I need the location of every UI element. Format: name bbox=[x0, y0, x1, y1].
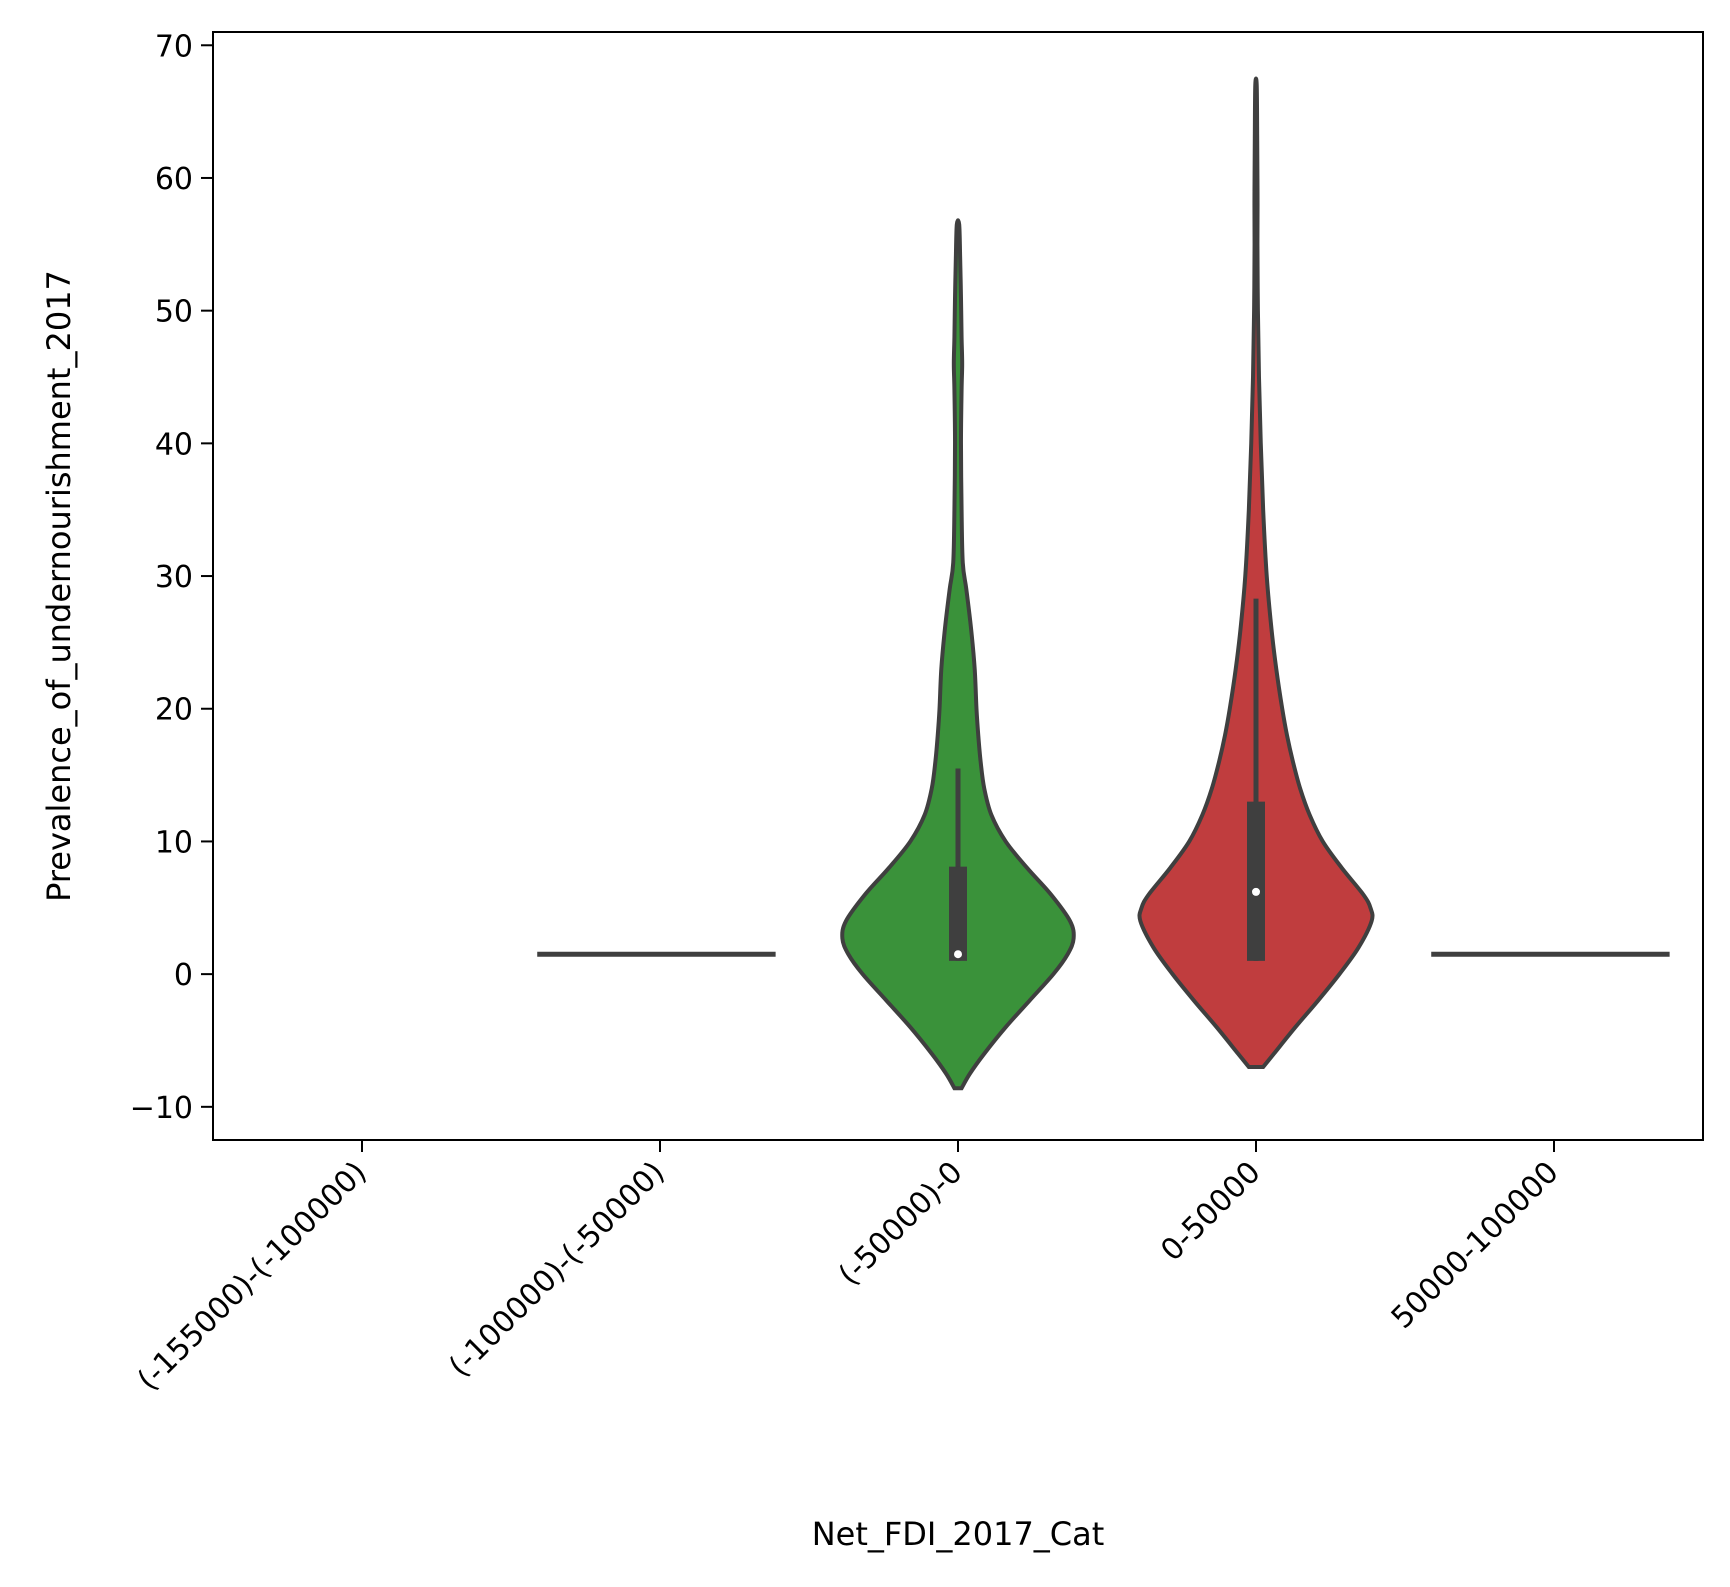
y-axis: −10 0 10 20 30 40 50 60 70 bbox=[130, 29, 213, 1126]
y-tick-label: 60 bbox=[155, 162, 193, 197]
x-tick-label: (-155000)-(-100000) bbox=[131, 1155, 374, 1398]
violin-50000-0 bbox=[840, 218, 1076, 1091]
violin-0-50000 bbox=[1137, 76, 1375, 1070]
y-tick-label: 20 bbox=[155, 693, 193, 728]
y-tick-label: 30 bbox=[155, 560, 193, 595]
axes-frame bbox=[212, 31, 1704, 1141]
iqr-box bbox=[949, 866, 967, 961]
plot-area bbox=[537, 76, 1670, 1091]
y-tick-label: 70 bbox=[155, 29, 193, 64]
y-tick-label: 50 bbox=[155, 295, 193, 330]
x-tick-label: 50000-100000 bbox=[1385, 1155, 1566, 1336]
x-tick-label: 0-50000 bbox=[1154, 1155, 1267, 1268]
median-point bbox=[1252, 887, 1260, 896]
x-axis: (-155000)-(-100000) (-100000)-(-50000) (-5… bbox=[131, 1140, 1566, 1398]
y-tick-label: 0 bbox=[174, 958, 193, 993]
y-tick-label: 40 bbox=[155, 427, 193, 462]
y-tick-label: −10 bbox=[130, 1091, 193, 1126]
iqr-box bbox=[1247, 801, 1265, 961]
violin-body bbox=[840, 218, 1076, 1091]
violin-body bbox=[1137, 76, 1375, 1070]
y-tick-label: 10 bbox=[155, 825, 193, 860]
median-point bbox=[954, 950, 962, 959]
y-axis-label: Prevalence_of_undernourishment_2017 bbox=[40, 270, 78, 902]
x-tick-label: (-50000)-0 bbox=[832, 1155, 970, 1293]
x-tick-label: (-100000)-(-50000) bbox=[442, 1155, 671, 1384]
x-axis-label: Net_FDI_2017_Cat bbox=[812, 1515, 1105, 1553]
